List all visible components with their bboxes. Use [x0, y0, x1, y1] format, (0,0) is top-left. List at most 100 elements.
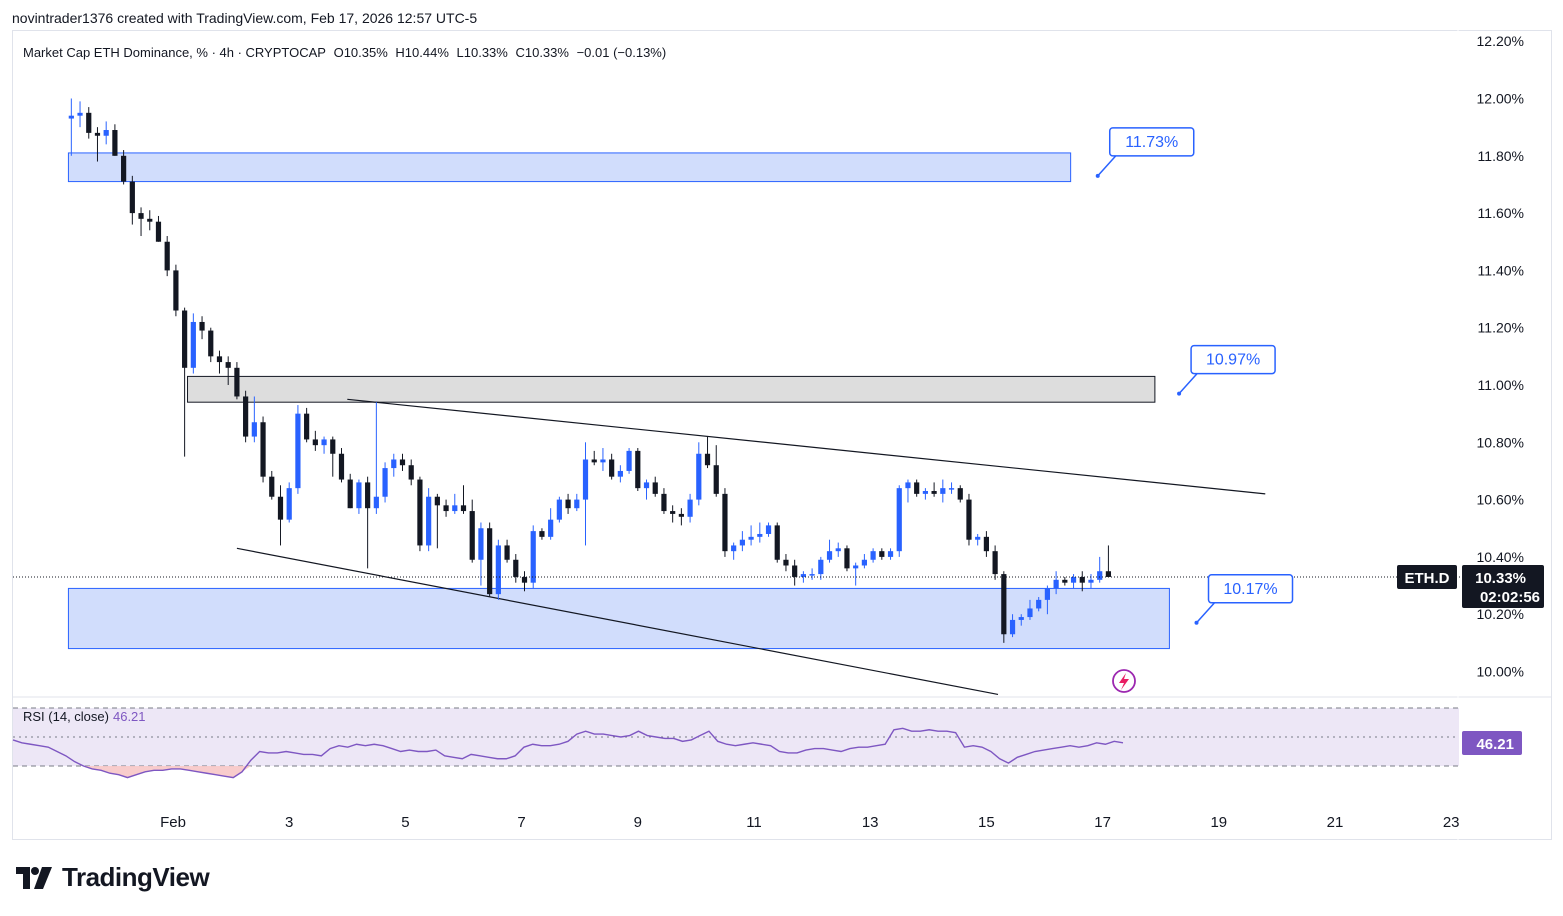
- candle-body[interactable]: [652, 482, 658, 494]
- candle-body[interactable]: [277, 496, 284, 520]
- candle-body[interactable]: [478, 528, 484, 560]
- candle-body[interactable]: [835, 548, 841, 552]
- candle-body[interactable]: [739, 539, 745, 546]
- candle-body[interactable]: [1062, 579, 1068, 583]
- symbol-title[interactable]: Market Cap ETH Dominance, % · 4h · CRYPT…: [23, 45, 326, 60]
- candle-body[interactable]: [687, 499, 693, 517]
- candle-body[interactable]: [539, 531, 545, 537]
- candle-body[interactable]: [251, 422, 257, 437]
- candle-body[interactable]: [1018, 617, 1024, 620]
- candle-body[interactable]: [574, 499, 580, 509]
- candle-body[interactable]: [347, 479, 353, 509]
- zone-rect-3[interactable]: [67, 587, 1170, 650]
- candle-body[interactable]: [896, 488, 902, 552]
- candle-body[interactable]: [1001, 574, 1007, 635]
- candle-body[interactable]: [469, 511, 475, 560]
- candle-body[interactable]: [983, 536, 989, 552]
- candle-body[interactable]: [356, 482, 362, 509]
- candle-body[interactable]: [103, 130, 109, 136]
- candle-body[interactable]: [879, 551, 885, 557]
- candle-body[interactable]: [1027, 608, 1033, 618]
- candle-body[interactable]: [216, 356, 223, 363]
- candle-body[interactable]: [338, 453, 345, 480]
- candle-body[interactable]: [487, 528, 493, 595]
- candle-body[interactable]: [774, 525, 780, 560]
- ticker-badge[interactable]: [1397, 565, 1457, 589]
- candle-body[interactable]: [887, 551, 894, 557]
- candle-body[interactable]: [330, 439, 336, 454]
- candle-body[interactable]: [460, 505, 467, 512]
- candle-body[interactable]: [243, 396, 249, 437]
- candle-body[interactable]: [783, 559, 789, 566]
- candle-body[interactable]: [68, 115, 74, 119]
- candle-body[interactable]: [260, 422, 266, 477]
- candle-body[interactable]: [173, 270, 179, 311]
- candle-body[interactable]: [443, 505, 449, 512]
- candle-body[interactable]: [565, 499, 571, 509]
- candle-body[interactable]: [147, 218, 153, 222]
- candle-body[interactable]: [704, 453, 711, 466]
- candle-body[interactable]: [382, 468, 388, 497]
- candle-body[interactable]: [225, 362, 231, 368]
- candle-body[interactable]: [600, 459, 606, 463]
- trendline-1[interactable]: [347, 398, 1266, 495]
- candle-body[interactable]: [199, 321, 205, 331]
- candle-body[interactable]: [905, 482, 911, 489]
- zone-rect-1[interactable]: [67, 152, 1072, 183]
- candle-body[interactable]: [626, 450, 632, 471]
- rsi-legend[interactable]: RSI (14, close) 46.21: [23, 709, 146, 724]
- candle-body[interactable]: [931, 491, 937, 494]
- candle-body[interactable]: [208, 330, 214, 357]
- candle-body[interactable]: [391, 459, 397, 469]
- candle-body[interactable]: [957, 488, 963, 500]
- candle-body[interactable]: [617, 470, 623, 477]
- candle-body[interactable]: [286, 488, 292, 520]
- candle-body[interactable]: [870, 551, 876, 560]
- candle-body[interactable]: [121, 155, 127, 182]
- candle-body[interactable]: [530, 531, 536, 583]
- candle-body[interactable]: [521, 576, 528, 583]
- candle-body[interactable]: [731, 545, 737, 552]
- candle-body[interactable]: [426, 496, 432, 546]
- candle-body[interactable]: [713, 465, 719, 494]
- candle-body[interactable]: [722, 493, 728, 552]
- candle-body[interactable]: [861, 559, 867, 566]
- candle-body[interactable]: [661, 493, 667, 512]
- candle-body[interactable]: [373, 496, 379, 509]
- candle-body[interactable]: [643, 482, 650, 489]
- candle-body[interactable]: [504, 545, 510, 560]
- tradingview-logo[interactable]: TradingView: [14, 862, 210, 893]
- candle-body[interactable]: [757, 533, 763, 537]
- candle-body[interactable]: [1009, 619, 1016, 635]
- candle-body[interactable]: [670, 511, 676, 514]
- candle-body[interactable]: [269, 476, 275, 497]
- candle-body[interactable]: [312, 439, 318, 446]
- candle-body[interactable]: [182, 310, 188, 368]
- candle-body[interactable]: [914, 482, 920, 494]
- candle-body[interactable]: [922, 491, 928, 494]
- candle-body[interactable]: [77, 112, 83, 116]
- candle-body[interactable]: [696, 453, 702, 500]
- candle-body[interactable]: [1070, 576, 1077, 583]
- candle-body[interactable]: [164, 241, 170, 271]
- candle-body[interactable]: [452, 505, 458, 512]
- candle-body[interactable]: [1105, 571, 1112, 577]
- candle-body[interactable]: [948, 488, 955, 490]
- candle-body[interactable]: [513, 559, 519, 577]
- rsi-line[interactable]: [12, 727, 1124, 779]
- candle-body[interactable]: [1097, 571, 1103, 580]
- candle-body[interactable]: [800, 574, 806, 577]
- candle-body[interactable]: [940, 488, 946, 494]
- candle-body[interactable]: [1088, 579, 1094, 583]
- candle-body[interactable]: [365, 482, 371, 509]
- candle-body[interactable]: [304, 413, 310, 440]
- candle-body[interactable]: [826, 551, 833, 560]
- candle-body[interactable]: [765, 525, 772, 534]
- candle-body[interactable]: [112, 130, 118, 156]
- candle-body[interactable]: [434, 496, 440, 506]
- candle-body[interactable]: [591, 459, 597, 463]
- candle-body[interactable]: [1036, 599, 1042, 609]
- callout-box-1[interactable]: [1108, 127, 1195, 157]
- candle-body[interactable]: [1053, 579, 1059, 589]
- zone-rect-2[interactable]: [187, 375, 1156, 403]
